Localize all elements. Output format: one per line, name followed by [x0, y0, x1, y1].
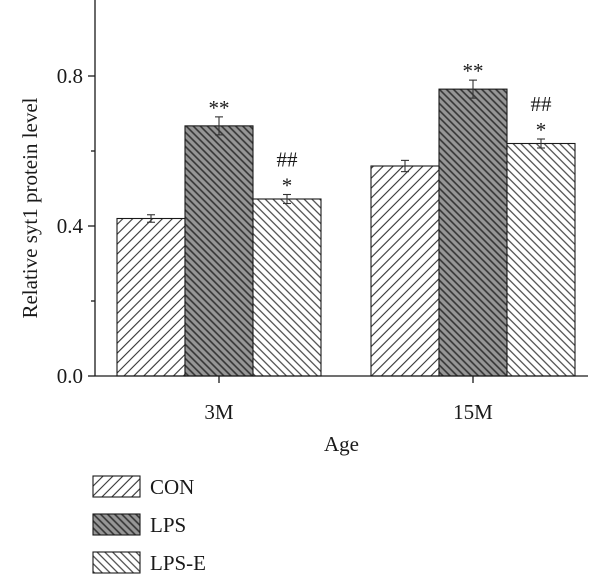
y-tick-label-0-8: 0.8	[57, 64, 83, 88]
significance-mark-3m-lps: **	[209, 96, 230, 120]
legend-label: LPS	[150, 513, 186, 537]
error-bar-15m-lps-e	[537, 138, 545, 149]
legend-swatch	[92, 551, 141, 574]
x-axis-label: Age	[324, 432, 359, 456]
significance-mark-15m-lps-e: ##	[531, 92, 553, 116]
y-tick-label-0-4: 0.4	[57, 214, 84, 238]
x-tick-label-15m: 15M	[453, 400, 493, 424]
error-bar-15m-con	[401, 159, 409, 173]
error-bar-3m-lps-e	[283, 193, 291, 205]
bar-15m-lps-e	[506, 142, 576, 377]
error-bars	[147, 79, 545, 223]
legend-label: CON	[150, 475, 194, 499]
bar-15m-con	[370, 165, 440, 377]
significance-marks: **##***##*	[209, 59, 553, 197]
y-axis-label: Relative syt1 protein level	[18, 97, 42, 318]
bars	[116, 88, 576, 377]
legend-label: LPS-E	[150, 551, 206, 575]
bar-3m-lps	[184, 125, 254, 377]
legend-entry-lps: LPS	[92, 513, 186, 537]
legend-swatch	[92, 475, 141, 498]
legend: CON LPS LPS-E	[92, 475, 206, 575]
legend-swatch	[92, 513, 141, 536]
significance-mark-15m-lps-e: *	[536, 118, 547, 142]
significance-mark-3m-lps-e: ##	[277, 148, 299, 172]
axes: 0.0 0.4 0.8 3M 15M Age Relative syt1 protein l…	[18, 0, 588, 456]
x-tick-label-3m: 3M	[204, 400, 234, 424]
error-bar-3m-con	[147, 214, 155, 223]
error-bar-3m-lps	[215, 116, 223, 136]
legend-entry-con: CON	[92, 475, 194, 499]
bar-3m-lps-e	[252, 198, 322, 377]
bar-15m-lps	[438, 88, 508, 377]
significance-mark-15m-lps: **	[463, 59, 484, 83]
y-tick-label-0-0: 0.0	[57, 364, 83, 388]
error-bar-15m-lps	[469, 79, 477, 99]
significance-mark-3m-lps-e: *	[282, 174, 293, 198]
bar-3m-con	[116, 217, 186, 377]
legend-entry-lps-e: LPS-E	[92, 551, 206, 575]
